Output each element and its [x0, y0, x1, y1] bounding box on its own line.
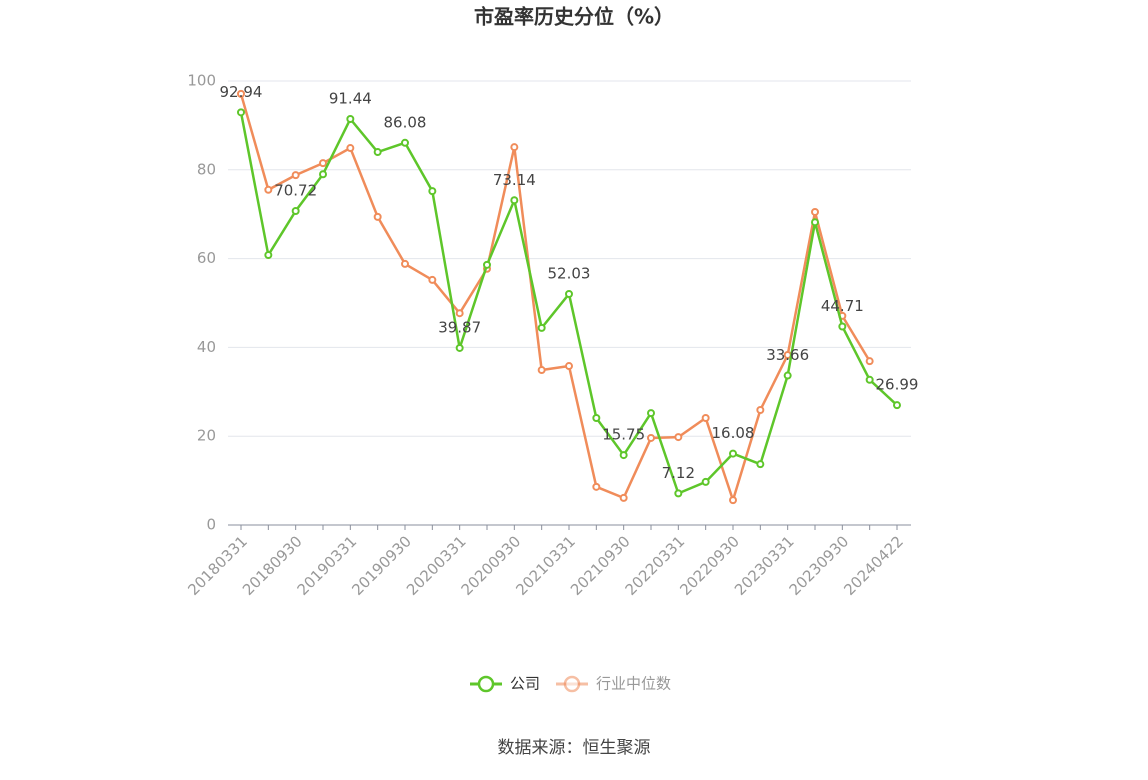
legend-label: 行业中位数: [596, 675, 671, 693]
data-label: 73.14: [493, 171, 536, 189]
data-point: [346, 115, 355, 124]
data-point: [455, 343, 464, 352]
data-point: [865, 357, 874, 366]
data-point: [729, 449, 737, 458]
y-tick-label: 100: [187, 72, 216, 90]
data-point: [401, 138, 409, 147]
y-tick-label: 20: [197, 427, 216, 445]
data-point: [237, 89, 245, 98]
legend-symbol: [477, 675, 495, 693]
data-point: [537, 323, 546, 332]
data-point: [291, 171, 300, 180]
data-label: 15.75: [602, 426, 645, 444]
data-label: 44.71: [821, 297, 864, 315]
data-label: 92.94: [220, 83, 263, 101]
data-point: [674, 433, 683, 442]
data-point: [592, 413, 601, 422]
data-point: [373, 148, 382, 157]
data-point: [510, 143, 519, 152]
data-point: [319, 170, 327, 179]
data-point: [237, 108, 245, 117]
data-label: 7.12: [662, 464, 695, 482]
data-point: [510, 196, 519, 205]
legend-symbol: [563, 675, 581, 693]
data-point: [647, 433, 655, 442]
data-point: [619, 451, 628, 460]
data-point: [319, 159, 327, 168]
data-label: 70.72: [274, 182, 317, 200]
series-line: [239, 93, 871, 505]
y-tick-label: 0: [206, 516, 216, 534]
data-point: [674, 489, 683, 498]
data-point: [701, 413, 710, 422]
data-point: [893, 401, 901, 410]
y-tick-label: 60: [197, 249, 216, 267]
data-point: [373, 212, 382, 221]
data-label: 91.44: [329, 90, 372, 108]
data-point: [729, 496, 737, 505]
data-point: [483, 260, 491, 269]
data-point: [264, 251, 273, 260]
data-point: [455, 309, 464, 318]
data-point: [811, 207, 819, 216]
data-point: [428, 275, 437, 284]
data-point: [783, 371, 792, 380]
data-point: [565, 289, 573, 298]
data-point: [865, 375, 874, 384]
data-point: [756, 460, 765, 469]
source: 数据来源：恒生聚源: [498, 738, 651, 758]
legend-label: 公司: [510, 675, 540, 693]
data-label: 39.87: [438, 318, 481, 336]
data-point: [811, 218, 819, 227]
data-point: [619, 493, 628, 502]
y-tick-label: 40: [197, 338, 216, 356]
chart-title: 市盈率历史分位（%）: [474, 5, 674, 29]
data-label: 52.03: [548, 264, 591, 282]
data-label: 16.08: [712, 424, 755, 442]
x-tick-label: 20240422: [840, 532, 907, 599]
data-point: [428, 187, 437, 196]
data-point: [647, 409, 655, 418]
data-point: [291, 207, 300, 216]
y-tick-label: 80: [197, 160, 216, 178]
data-point: [701, 477, 710, 486]
data-point: [537, 366, 546, 375]
data-point: [756, 406, 765, 415]
data-point: [401, 259, 409, 268]
data-point: [346, 144, 355, 153]
data-point: [592, 482, 601, 491]
data-point: [264, 185, 273, 194]
data-label: 33.66: [766, 346, 809, 364]
data-label: 26.99: [876, 376, 919, 394]
data-point: [838, 322, 847, 331]
data-label: 86.08: [384, 113, 427, 131]
data-point: [565, 362, 573, 371]
